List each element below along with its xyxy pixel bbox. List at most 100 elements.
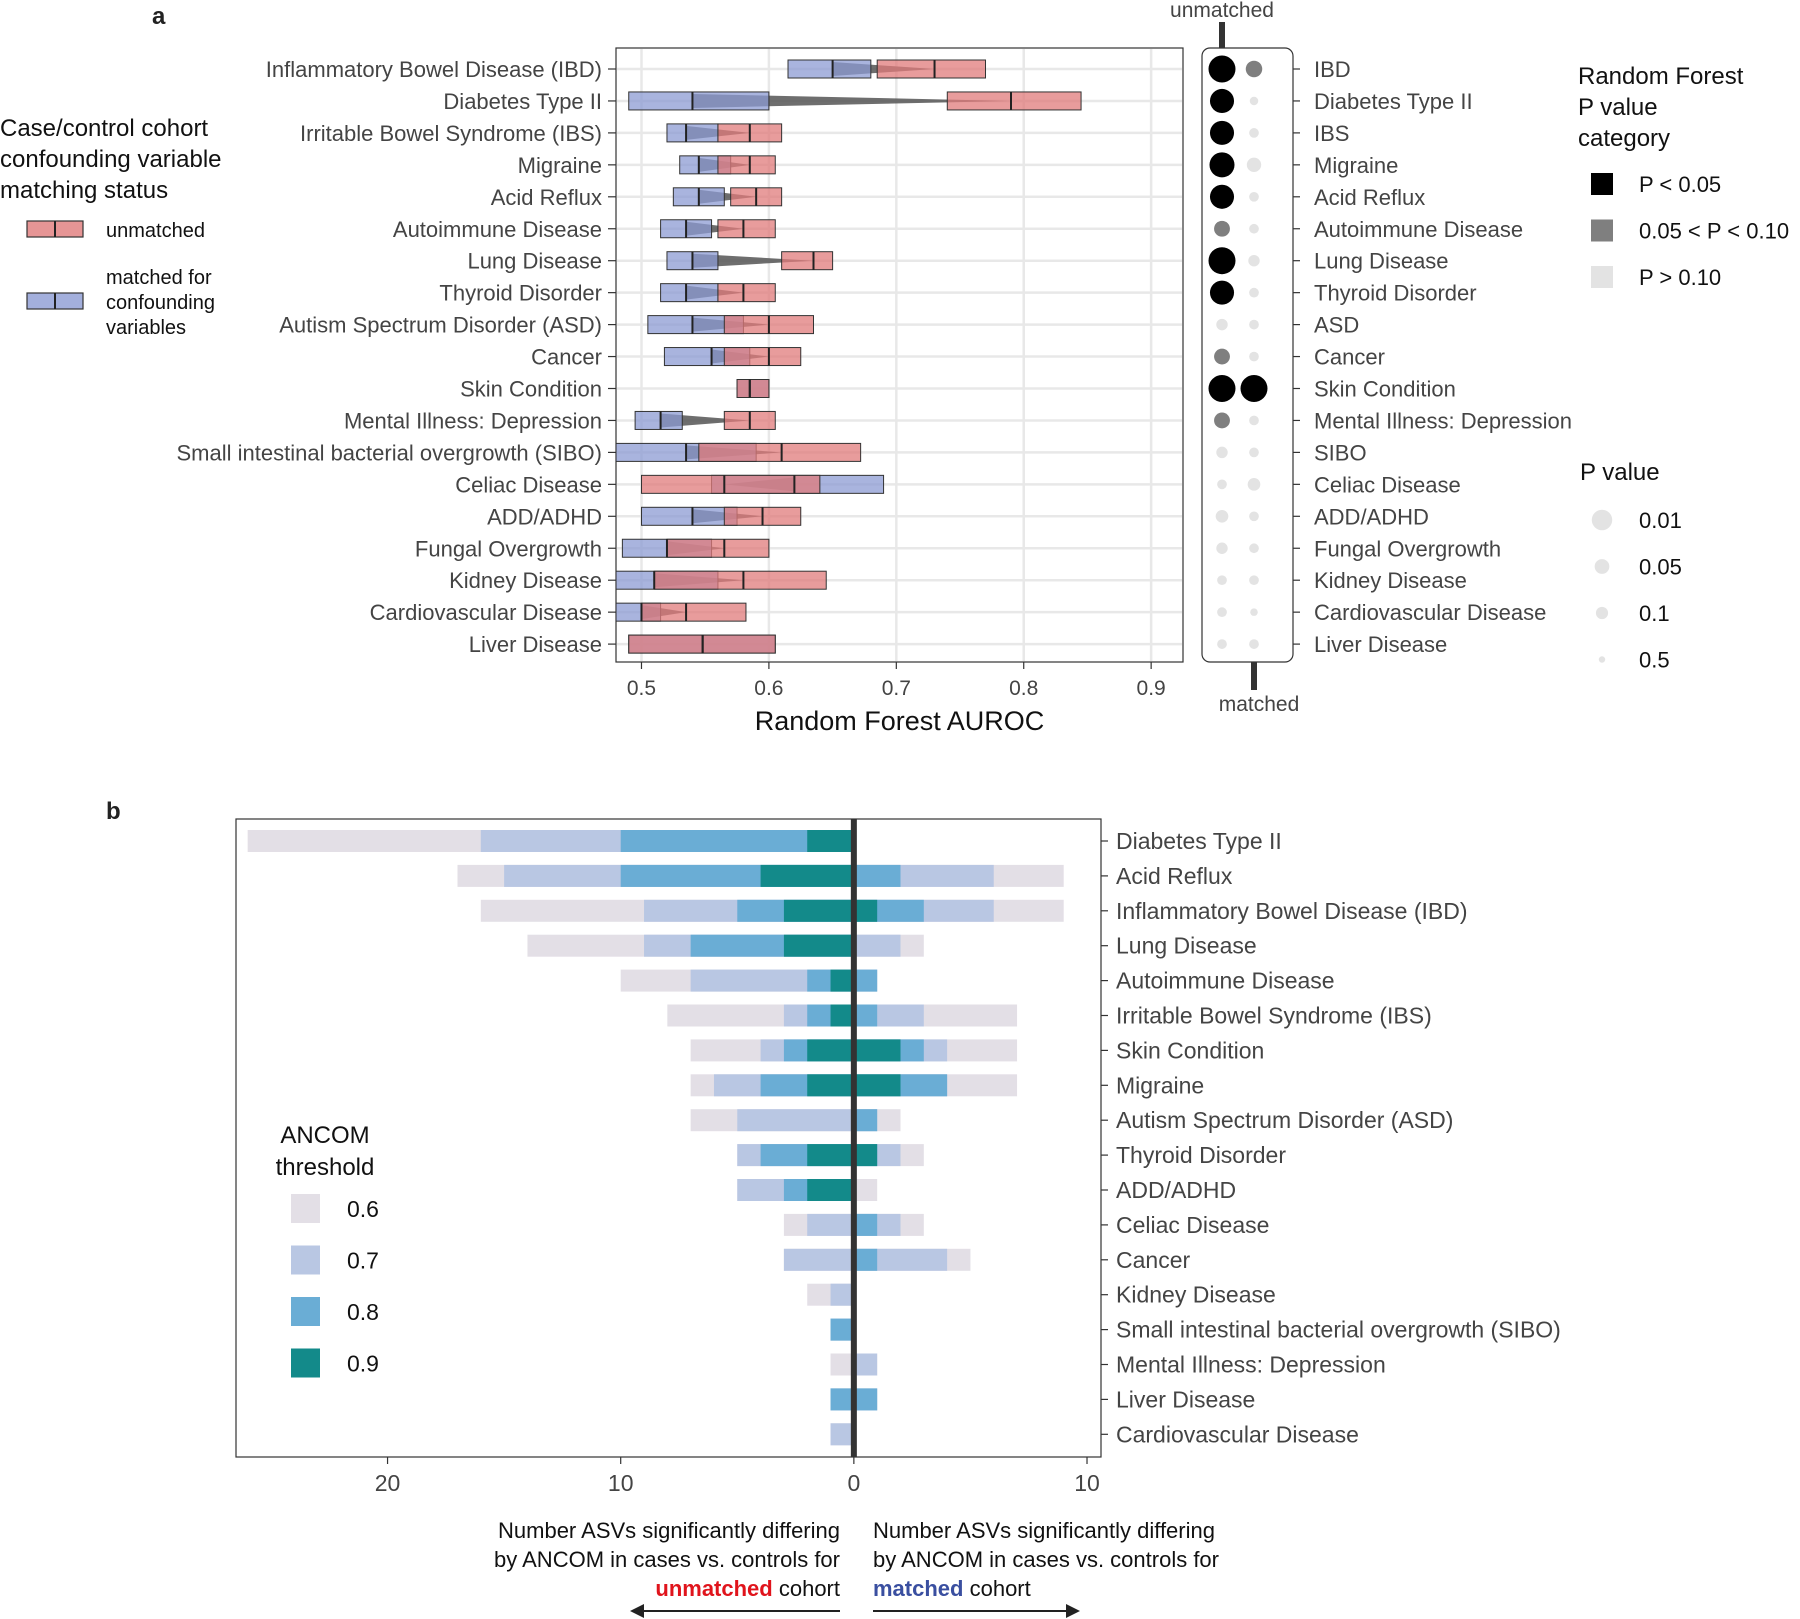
pvalue-dot-unmatched xyxy=(1214,348,1230,365)
panel-a-box-unmatched xyxy=(736,379,770,398)
dots-row-label: Fungal Overgrowth xyxy=(1314,536,1501,561)
panel-b-bar-unmatched xyxy=(830,1318,854,1341)
pvalue-dot-matched xyxy=(1250,608,1258,616)
panel-b-row-label: Cancer xyxy=(1116,1247,1190,1273)
pvalue-dot-unmatched xyxy=(1209,280,1235,305)
panel-b-row xyxy=(690,1109,901,1132)
panel-b-bar-matched xyxy=(853,1074,901,1097)
pvalue-dot-matched xyxy=(1246,157,1262,173)
panel-a-connector xyxy=(692,93,1011,108)
panel-b-bar-unmatched xyxy=(807,1213,854,1236)
panel-a-box-matched xyxy=(787,59,872,79)
panel-b: b Diabetes Type II Acid Reflux Inflammatory… xyxy=(106,798,1561,1618)
legend-category-key xyxy=(1591,219,1613,242)
panel-b-row xyxy=(737,1179,878,1201)
panel-b-row-label: Liver Disease xyxy=(1116,1386,1255,1412)
panel-a-row-label: Kidney Disease xyxy=(449,568,602,593)
legend-size-label: 0.1 xyxy=(1639,601,1670,626)
panel-b-row xyxy=(620,969,878,992)
panel-a-connector xyxy=(660,413,750,428)
panel-a-box-unmatched xyxy=(640,474,821,494)
panel-a-xtick-label: 0.6 xyxy=(754,677,783,700)
panel-a-xtick-label: 0.7 xyxy=(882,677,911,700)
legend-b-key xyxy=(291,1194,320,1223)
panel-b-row-label: Diabetes Type II xyxy=(1116,828,1282,854)
panel-b-row xyxy=(527,934,924,957)
panel-a-row xyxy=(634,410,776,430)
dots-row-label: Skin Condition xyxy=(1314,377,1456,402)
panel-a-row xyxy=(640,474,885,494)
panel-b-xtick-label: 10 xyxy=(1074,1470,1100,1496)
panel-b-bar-matched xyxy=(853,1213,878,1236)
panel-b-row-label: Small intestinal bacterial overgrowth (S… xyxy=(1116,1317,1561,1343)
panel-b-row-label: Celiac Disease xyxy=(1116,1212,1269,1238)
panel-b-row-label: ADD/ADHD xyxy=(1116,1177,1236,1203)
dots-row-label: Lung Disease xyxy=(1314,249,1449,274)
panel-b-bar-unmatched xyxy=(807,1144,854,1167)
panel-a-row-label: Diabetes Type II xyxy=(443,89,602,114)
panel-a-box-matched xyxy=(628,91,770,111)
dots-row-label: IBS xyxy=(1314,121,1349,146)
panel-b-bar-unmatched xyxy=(830,1353,854,1376)
panel-a-box-unmatched xyxy=(698,442,862,462)
legend-size-key xyxy=(1591,509,1613,531)
panel-a-row xyxy=(787,59,987,79)
panel-a-xtick-label: 0.8 xyxy=(1009,677,1038,700)
panel-b-bar-unmatched xyxy=(830,1423,854,1446)
panel-b-bar-unmatched xyxy=(620,830,854,852)
pvalue-dot-matched xyxy=(1249,128,1259,138)
pvalue-dot-unmatched xyxy=(1208,247,1236,275)
panel-a-row xyxy=(615,570,827,590)
legend-category-title-line: category xyxy=(1578,125,1670,152)
panel-b-row-label: Lung Disease xyxy=(1116,933,1257,959)
dots-row-label: Autoimmune Disease xyxy=(1314,217,1523,242)
panel-b-label: b xyxy=(106,798,121,825)
panel-b-bar-matched xyxy=(853,1179,878,1201)
panel-a-box-matched xyxy=(660,283,719,303)
panel-b-row-label: Autoimmune Disease xyxy=(1116,968,1335,994)
matched-column-label: matched xyxy=(1219,693,1300,716)
panel-b-row xyxy=(830,1318,854,1341)
dots-row-label: Acid Reflux xyxy=(1314,185,1425,210)
panel-b-row-label: Autism Spectrum Disorder (ASD) xyxy=(1116,1107,1453,1133)
panel-a-row-label: Autism Spectrum Disorder (ASD) xyxy=(279,313,602,338)
panel-b-bar-unmatched xyxy=(807,1074,854,1097)
panel-a-box-unmatched xyxy=(653,570,827,590)
legend-category-title-line: P value xyxy=(1578,94,1658,121)
panel-a-row-label: Irritable Bowel Syndrome (IBS) xyxy=(300,121,602,146)
panel-b-bar-matched xyxy=(853,969,878,992)
panel-a-row xyxy=(663,347,802,367)
panel-a-box-matched xyxy=(640,506,738,526)
panel-b-bar-unmatched xyxy=(783,1248,854,1271)
panel-b-row-label: Irritable Bowel Syndrome (IBS) xyxy=(1116,1003,1432,1029)
panel-b-row xyxy=(807,1283,854,1306)
legend-matched-label-line: confounding xyxy=(106,292,215,314)
pvalue-dot-matched xyxy=(1249,575,1259,586)
panel-b-bar-matched xyxy=(853,864,901,887)
panel-a: a Inflammatory Bowel Disease (IBD) Diabete… xyxy=(152,3,1184,736)
legend-size-key xyxy=(1598,656,1606,663)
panel-a-connector xyxy=(692,253,814,268)
pvalue-dot-matched xyxy=(1248,254,1260,267)
legend-category-label: P < 0.05 xyxy=(1639,172,1721,197)
unmatched-column-label: unmatched xyxy=(1170,0,1274,22)
legend-category-key xyxy=(1591,173,1613,195)
pvalue-dot-matched xyxy=(1240,375,1268,402)
legend-matched-label-line: matched for xyxy=(106,267,212,289)
legend-a-title-line: matching status xyxy=(0,177,168,204)
legend-a-title-line: confounding variable xyxy=(0,146,222,173)
pvalue-dot-unmatched xyxy=(1216,318,1228,331)
panel-b-row xyxy=(457,864,1064,887)
pvalue-dot-matched xyxy=(1249,351,1259,362)
arrow-left-head xyxy=(630,1604,644,1618)
panel-b-row xyxy=(830,1423,854,1446)
panel-b-bar-unmatched xyxy=(783,934,854,957)
panel-b-bar-unmatched xyxy=(737,1109,854,1132)
panel-a-row xyxy=(640,506,802,526)
panel-a-box-matched xyxy=(634,410,683,430)
dots-row-label: Migraine xyxy=(1314,153,1398,178)
panel-a-row xyxy=(736,379,770,398)
legend-matched-label-line: variables xyxy=(106,317,186,339)
dots-row-label: ADD/ADHD xyxy=(1314,504,1429,529)
